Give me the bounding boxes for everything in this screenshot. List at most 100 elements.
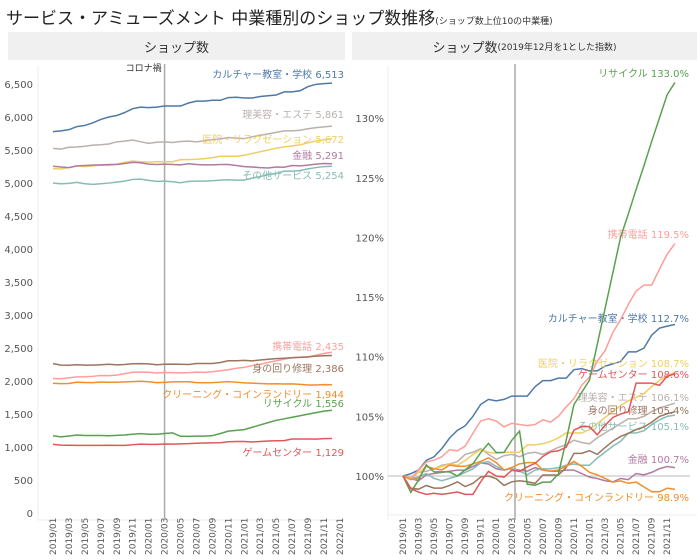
left-y-tick-label: 4,500: [4, 212, 33, 223]
left-series-line-5: [52, 165, 332, 186]
right-series-label: 携帯電話 119.5%: [608, 228, 689, 241]
left-series-label: 身の回り修理 2,386: [252, 362, 344, 375]
left-x-tick-label: 2020/07: [192, 518, 202, 555]
left-y-tick-label: 3,500: [4, 278, 33, 289]
right-series-label: 身の回り修理 105.4%: [588, 404, 689, 417]
right-series-label: 金融 100.7%: [628, 453, 689, 466]
left-x-tick-label: 2021/09: [304, 517, 314, 555]
left-y-tick-label: 0: [27, 509, 33, 520]
right-series-line-10: [402, 373, 676, 496]
left-x-tick-label: 2021/03: [256, 518, 266, 555]
left-series-line-10: [52, 437, 332, 447]
left-series-label: 理美容・エステ 5,861: [242, 108, 344, 121]
right-panel-subtitle: (2019年12月を1とした指数): [497, 42, 617, 53]
left-x-tick-label: 2019/03: [65, 518, 75, 555]
left-x-tick-label: 2021/11: [320, 518, 330, 555]
right-x-tick-label: 2021/07: [632, 518, 642, 555]
right-x-tick-label: 2020/05: [523, 518, 533, 555]
right-x-tick-label: 2019/01: [399, 518, 409, 555]
right-x-tick-label: 2020/09: [554, 517, 564, 555]
right-series-line-7: [402, 410, 676, 490]
left-series-label: 携帯電話 2,435: [272, 340, 344, 353]
left-y-tick-label: 3,000: [4, 311, 33, 322]
left-series-label: カルチャー教室・学校 6,513: [212, 68, 344, 81]
right-panel-header: ショップ数 (2019年12月を1とした指数): [352, 32, 697, 60]
left-series-line-1: [52, 82, 332, 133]
title-sub: (ショップ数上位10の中業種): [435, 17, 553, 27]
left-y-tick-label: 6,000: [4, 113, 33, 124]
right-series-line-6: [402, 243, 676, 480]
right-series-line-3: [402, 371, 676, 478]
left-y-tick-label: 500: [14, 476, 33, 487]
right-y-tick-label: 100%: [355, 472, 384, 483]
left-series-line-7: [52, 354, 332, 366]
left-panel-title: ショップ数: [143, 40, 209, 56]
left-x-tick-label: 2019/05: [81, 518, 91, 555]
left-y-tick-label: 4,000: [4, 245, 33, 256]
right-series-label: クリーニング・コインランドリー 98.9%: [504, 491, 689, 504]
title-main: サービス・アミューズメント 中業種別のショップ数推移: [6, 9, 436, 29]
left-y-tick-label: 2,500: [4, 344, 33, 355]
right-y-tick-label: 125%: [355, 174, 384, 185]
left-y-tick-label: 1,000: [4, 443, 33, 454]
right-x-tick-label: 2019/05: [430, 518, 440, 555]
right-x-tick-label: 2019/09: [461, 517, 471, 555]
left-x-tick-label: 2019/09: [113, 517, 123, 555]
left-series-label: ゲームセンター 1,129: [242, 447, 344, 459]
left-series-label: その他サービス 5,254: [242, 169, 344, 182]
right-x-tick-label: 2020/11: [570, 518, 580, 555]
left-y-tick-label: 1,500: [4, 410, 33, 421]
right-series-label: カルチャー教室・学校 112.7%: [548, 312, 689, 325]
right-y-tick-label: 105%: [355, 412, 384, 423]
left-series-line-4: [52, 161, 332, 169]
left-x-tick-label: 2021/07: [288, 518, 298, 555]
right-series-label: ゲームセンター 108.6%: [578, 369, 689, 381]
left-series-label: 医院・リラクゼーション 5,672: [202, 133, 344, 146]
right-x-tick-label: 2021/01: [585, 518, 595, 555]
left-series-line-8: [52, 380, 332, 386]
right-x-tick-label: 2021/11: [663, 518, 673, 555]
right-x-tick-label: 2019/11: [477, 518, 487, 555]
left-x-tick-label: 2019/11: [129, 518, 139, 555]
left-y-tick-label: 2,000: [4, 377, 33, 388]
right-x-tick-label: 2019/03: [415, 518, 425, 555]
right-x-tick-label: 2020/07: [539, 518, 549, 555]
left-x-tick-label: 2021/05: [272, 518, 282, 555]
right-series-line-8: [402, 456, 676, 493]
left-series-line-9: [52, 409, 333, 438]
left-x-tick-label: 2019/07: [97, 518, 107, 555]
right-series-label: リサイクル 133.0%: [598, 68, 689, 80]
right-y-tick-label: 120%: [355, 233, 384, 244]
left-x-tick-label: 2022/01: [336, 518, 346, 555]
page-title: サービス・アミューズメント 中業種別のショップ数推移(ショップ数上位10の中業種…: [6, 4, 553, 29]
left-panel-header: ショップ数: [8, 32, 345, 60]
left-x-tick-label: 2020/03: [161, 518, 171, 555]
left-x-tick-label: 2019/01: [49, 518, 59, 555]
right-x-tick-label: 2021/03: [601, 518, 611, 555]
left-x-tick-label: 2020/05: [177, 518, 187, 555]
left-y-tick-label: 5,000: [4, 179, 33, 190]
right-series-line-1: [402, 323, 676, 477]
left-series-label: リサイクル 1,556: [263, 398, 344, 410]
left-series-label: クリーニング・コインランドリー 1,944: [162, 388, 344, 401]
left-series-line-2: [52, 125, 333, 150]
right-y-tick-label: 130%: [355, 114, 384, 125]
right-series-label: 医院・リラクゼーション 108.7%: [538, 357, 689, 370]
left-y-tick-label: 5,500: [4, 146, 33, 157]
right-x-tick-label: 2021/09: [648, 517, 658, 555]
left-x-tick-label: 2021/01: [240, 518, 250, 555]
left-x-tick-label: 2020/09: [208, 517, 218, 555]
right-y-tick-label: 115%: [355, 293, 384, 304]
left-series-label: 金融 5,291: [292, 149, 344, 162]
right-series-label: その他サービス 105.1%: [578, 420, 689, 433]
covid-annotation: コロナ禍: [126, 62, 162, 74]
right-series-label: 理美容・エステ 106.1%: [578, 391, 689, 404]
right-y-tick-label: 110%: [355, 353, 384, 364]
right-x-tick-label: 2020/03: [508, 518, 518, 555]
left-x-tick-label: 2020/11: [224, 518, 234, 555]
right-x-tick-label: 2019/07: [446, 518, 456, 555]
right-x-tick-label: 2021/05: [617, 518, 627, 555]
right-panel-title: ショップ数: [432, 40, 498, 56]
left-y-tick-label: 6,500: [4, 80, 33, 91]
